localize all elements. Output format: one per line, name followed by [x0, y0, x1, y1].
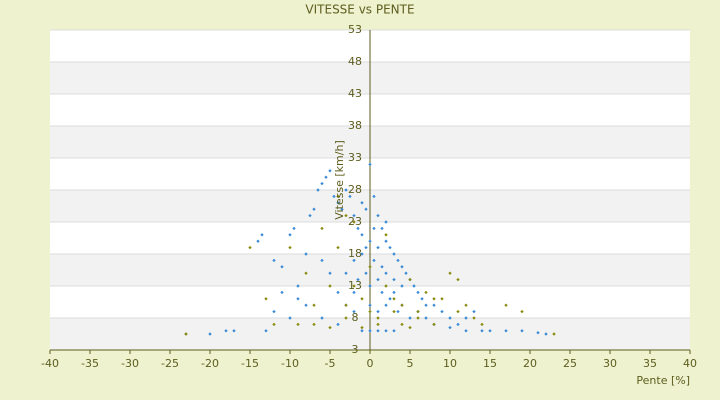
- y-tick-label: 28: [348, 183, 362, 196]
- y-tick-label: 3: [352, 343, 359, 356]
- point: [208, 332, 212, 336]
- x-tick-label: 15: [483, 357, 497, 370]
- x-tick-label: 30: [603, 357, 617, 370]
- x-tick-label: 35: [643, 357, 657, 370]
- x-tick-label: -40: [41, 357, 59, 370]
- x-tick-label: 10: [443, 357, 457, 370]
- y-tick-label: 38: [348, 119, 362, 132]
- point: [224, 329, 228, 333]
- x-tick-label: -25: [161, 357, 179, 370]
- x-tick-label: 5: [407, 357, 414, 370]
- chart-title: VITESSE vs PENTE: [305, 3, 414, 17]
- point: [552, 332, 556, 336]
- x-tick-label: -5: [325, 357, 336, 370]
- y-tick-label: 18: [348, 247, 362, 260]
- point: [544, 332, 548, 336]
- x-tick-label: -35: [81, 357, 99, 370]
- point: [536, 331, 540, 335]
- x-tick-label: 25: [563, 357, 577, 370]
- point: [520, 309, 524, 314]
- y-tick-label: 8: [352, 311, 359, 324]
- x-tick-label: 0: [367, 357, 374, 370]
- y-tick-label: 48: [348, 55, 362, 68]
- x-tick-label: -10: [281, 357, 299, 370]
- y-tick-label: 53: [348, 23, 362, 36]
- point: [184, 332, 188, 336]
- x-tick-label: -20: [201, 357, 219, 370]
- x-tick-label: -30: [121, 357, 139, 370]
- point: [232, 329, 236, 333]
- y-tick-label: 33: [348, 151, 362, 164]
- x-tick-label: 40: [683, 357, 697, 370]
- x-tick-label: -15: [241, 357, 259, 370]
- x-tick-label: 20: [523, 357, 537, 370]
- x-axis-label: Pente [%]: [636, 374, 690, 387]
- y-tick-label: 43: [348, 87, 362, 100]
- y-axis-label: Vitesse [km/h]: [333, 140, 346, 220]
